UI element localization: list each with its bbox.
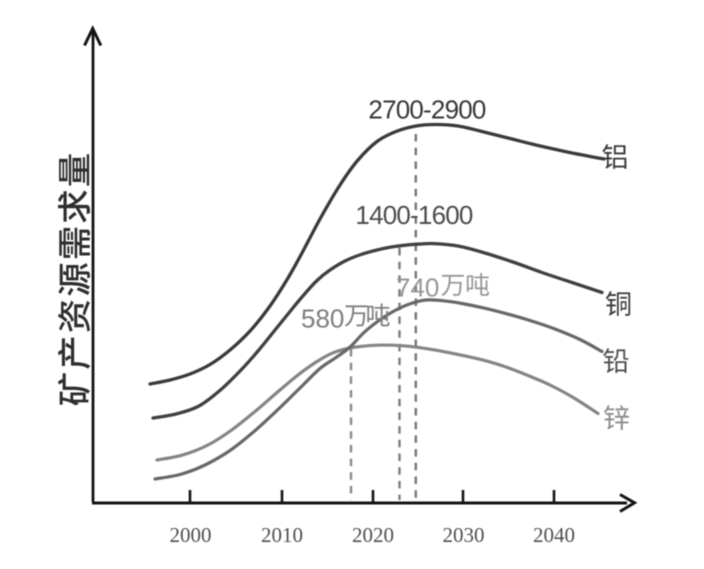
svg-text:2010: 2010 — [261, 523, 303, 547]
svg-text:2040: 2040 — [533, 523, 575, 547]
svg-text:740: 740 — [396, 273, 439, 303]
svg-text:2030: 2030 — [443, 523, 485, 547]
svg-text:2700-2900: 2700-2900 — [368, 95, 485, 125]
svg-text:2020: 2020 — [352, 523, 394, 547]
svg-text:580: 580 — [301, 304, 344, 334]
svg-text:2000: 2000 — [170, 523, 212, 547]
svg-text:1400-1600: 1400-1600 — [355, 200, 472, 230]
